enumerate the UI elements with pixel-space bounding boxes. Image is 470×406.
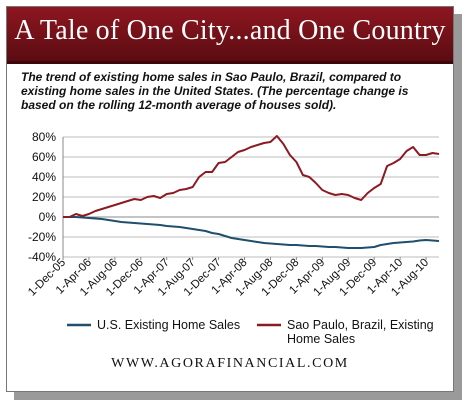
chart-card: A Tale of One City...and One Country The… xyxy=(6,6,454,392)
chart-subtitle: The trend of existing home sales in Sao … xyxy=(21,70,409,112)
y-tick-label: 20% xyxy=(32,190,56,204)
y-axis-ticks: 80% 60% 40% 20% 0% -20% -40% xyxy=(28,130,56,264)
y-tick-label: -40% xyxy=(28,250,56,264)
sao-paulo-series-line xyxy=(63,135,440,218)
grid-lines xyxy=(62,136,439,258)
y-tick-label: -20% xyxy=(28,230,56,244)
legend-label-line: Sao Paulo, Brazil, Existing xyxy=(287,318,434,332)
y-tick-label: 60% xyxy=(32,150,56,164)
legend-label-line: Home Sales xyxy=(287,332,355,346)
y-tick-label: 40% xyxy=(32,170,56,184)
legend-label-us: U.S. Existing Home Sales xyxy=(97,318,240,332)
line-chart: 80% 60% 40% 20% 0% -20% -40% 1-Dec-051-Apr-061… xyxy=(26,130,440,346)
banner-title: A Tale of One City...and One Country xyxy=(14,15,446,46)
legend-label-sao-paulo: Sao Paulo, Brazil, Existing Home Sales xyxy=(287,318,434,346)
us-series-line xyxy=(63,216,440,249)
footer-url: WWW.AGORAFINANCIAL.COM xyxy=(111,356,349,371)
y-tick-label: 0% xyxy=(39,210,57,224)
title-banner: A Tale of One City...and One Country xyxy=(7,7,453,64)
x-axis-ticks: 1-Dec-051-Apr-061-Aug-061-Dec-061-Apr-07… xyxy=(26,257,431,299)
y-tick-label: 80% xyxy=(32,130,56,144)
legend: U.S. Existing Home Sales Sao Paulo, Brazi… xyxy=(67,318,434,346)
series-lines xyxy=(63,135,440,249)
